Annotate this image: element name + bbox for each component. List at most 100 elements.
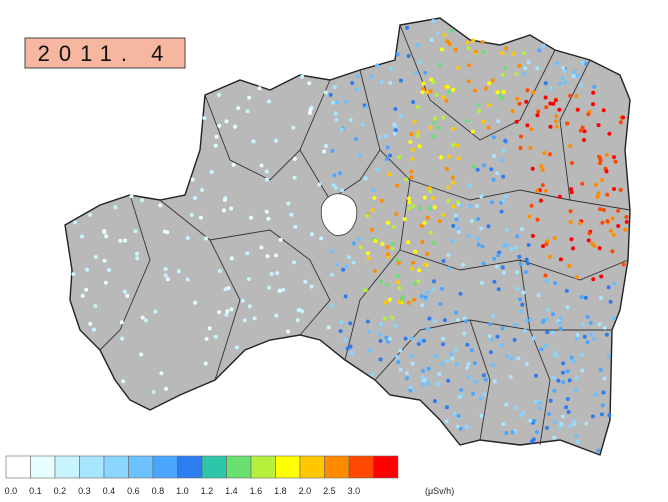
dot — [572, 70, 577, 75]
legend-label: 1.6 — [250, 486, 263, 496]
dot — [446, 253, 451, 257]
dot — [273, 138, 278, 143]
dot — [307, 81, 312, 86]
dot — [338, 171, 342, 176]
dot — [548, 86, 553, 91]
dot — [274, 253, 278, 258]
dot — [387, 172, 392, 177]
dot — [217, 93, 221, 97]
dot — [429, 77, 433, 82]
dot — [383, 133, 388, 138]
dot — [489, 200, 494, 205]
dot — [369, 74, 374, 79]
dot — [431, 134, 436, 139]
dot — [102, 230, 107, 235]
dot — [558, 257, 563, 262]
dot — [435, 382, 440, 387]
dot — [416, 279, 421, 284]
dot — [613, 159, 618, 164]
dot — [478, 396, 483, 401]
dot — [621, 115, 625, 120]
dot — [409, 169, 414, 174]
dot — [552, 420, 557, 425]
legend-unit: (μSv/h) — [425, 486, 454, 496]
dot — [567, 378, 572, 383]
dot — [331, 183, 336, 188]
dot — [530, 166, 535, 171]
dot — [308, 107, 313, 112]
measurement-dots — [71, 19, 629, 453]
dot — [570, 161, 575, 165]
dot — [504, 227, 509, 232]
dot — [348, 321, 353, 326]
dot — [85, 267, 90, 272]
dot — [291, 260, 296, 265]
dot — [534, 373, 538, 378]
dot — [568, 93, 573, 98]
dot — [404, 177, 409, 182]
dot — [213, 334, 218, 339]
dot — [275, 271, 280, 276]
dot — [538, 401, 543, 406]
dot — [596, 448, 601, 453]
dot — [365, 319, 370, 324]
dot — [334, 186, 338, 191]
dot — [553, 281, 558, 286]
dot — [447, 42, 452, 47]
dot — [543, 273, 548, 278]
dot — [482, 392, 487, 397]
legend-label: 0.3 — [78, 486, 91, 496]
dot — [587, 231, 592, 236]
dot — [531, 336, 536, 341]
dot — [589, 331, 594, 336]
legend-label: 1.8 — [274, 486, 287, 496]
dot — [565, 369, 570, 374]
dot — [426, 327, 431, 332]
dot — [355, 74, 360, 79]
boundary — [159, 199, 331, 336]
boundary — [519, 259, 551, 446]
dot — [292, 156, 297, 161]
dot — [571, 246, 575, 251]
dot — [552, 435, 557, 440]
dot — [249, 215, 253, 220]
dot — [475, 204, 479, 208]
dot — [595, 194, 600, 199]
dot — [481, 261, 486, 266]
dot — [600, 220, 605, 225]
legend-swatch — [152, 455, 178, 479]
dot — [584, 421, 589, 426]
dot — [409, 175, 414, 180]
dot — [466, 79, 471, 84]
dot — [568, 209, 573, 214]
dot — [476, 217, 481, 221]
dot — [592, 244, 597, 248]
dot — [428, 230, 433, 235]
dot — [418, 206, 423, 211]
dot — [331, 100, 336, 105]
dot — [490, 337, 495, 342]
dot — [513, 322, 518, 327]
dot — [421, 382, 426, 387]
dot — [93, 255, 98, 259]
dot — [286, 329, 291, 334]
dot — [477, 109, 482, 114]
dot — [548, 398, 553, 403]
dot — [415, 134, 420, 139]
dot — [80, 293, 85, 298]
dot — [481, 373, 486, 378]
dot — [245, 251, 250, 256]
dot — [600, 403, 605, 408]
dot — [456, 156, 461, 161]
dot — [412, 119, 417, 124]
dot — [545, 425, 549, 430]
dot — [428, 89, 433, 94]
dot — [364, 105, 369, 110]
dot — [580, 125, 585, 130]
dot — [450, 28, 454, 33]
dot — [323, 144, 328, 148]
dot — [543, 188, 548, 193]
dot — [466, 234, 471, 239]
dot — [471, 38, 476, 43]
dot — [535, 113, 540, 118]
